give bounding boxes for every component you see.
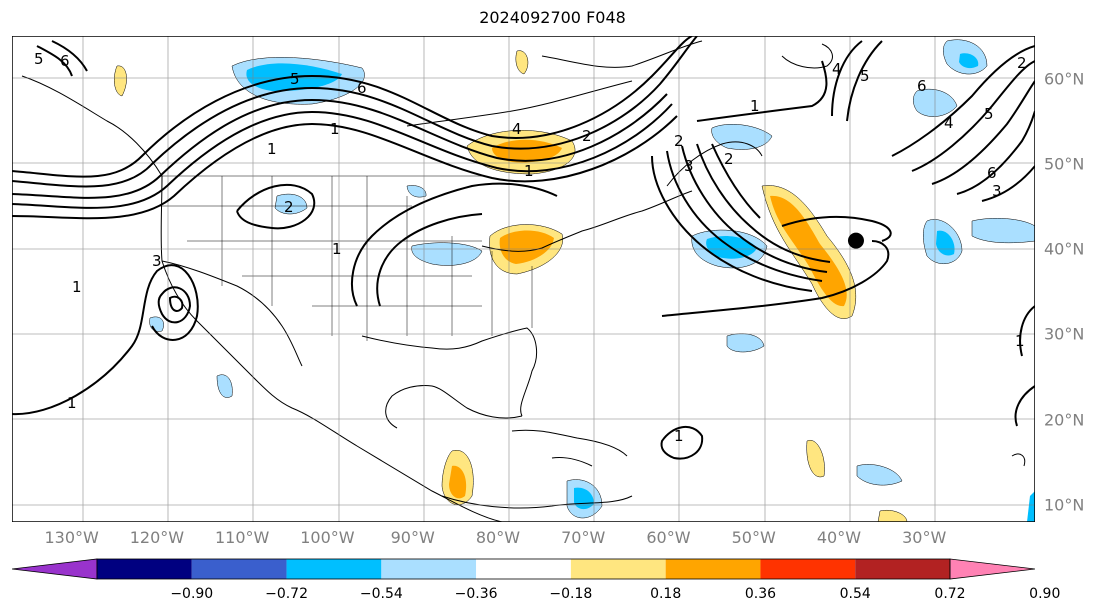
shading-blue <box>274 193 308 215</box>
contour-label: 3 <box>684 157 694 175</box>
contour-label: 6 <box>60 52 70 70</box>
coastlines <box>21 40 1026 522</box>
contour-label: 1 <box>524 162 534 180</box>
shading-yellow <box>877 510 908 522</box>
graticule <box>12 36 1035 522</box>
contour-label: 1 <box>67 394 77 412</box>
storm-center-marker <box>847 232 864 249</box>
lat-tick-label: 50°N <box>1044 154 1085 174</box>
shading-blue <box>406 185 427 198</box>
lon-tick-label: 30°W <box>902 528 947 547</box>
contour-label: 5 <box>860 67 870 85</box>
contour-label: 5 <box>984 105 994 123</box>
lon-tick-label: 110°W <box>214 528 270 547</box>
lon-tick-label: 100°W <box>300 528 355 547</box>
contour-labels: 5 6 5 6 1 1 2 3 4 2 1 1 1 1 2 3 4 5 6 1 … <box>34 50 1027 445</box>
colorbar-segment <box>191 559 287 579</box>
lon-tick-label: 130°W <box>44 528 99 547</box>
colorbar <box>12 558 1035 580</box>
shading-blue <box>971 218 1035 244</box>
colorbar-segment <box>476 559 571 579</box>
contour-label: 2 <box>284 198 294 216</box>
colorbar-segment <box>665 559 761 579</box>
colorbar-extend-low <box>12 558 98 580</box>
contour-label: 2 <box>724 150 734 168</box>
colorbar-segment <box>381 559 477 579</box>
contour-label: 1 <box>330 120 340 138</box>
lon-tick-label: 80°W <box>475 528 521 547</box>
lat-tick-label: 10°N <box>1044 495 1085 515</box>
contour-label: 2 <box>674 132 684 150</box>
contour-label: 1 <box>1015 332 1025 350</box>
lat-tick-label: 20°N <box>1044 410 1085 430</box>
colorbar-segment <box>286 559 382 579</box>
lon-tick-label: 70°W <box>561 528 606 547</box>
colorbar-tick-label: 0.18 <box>650 586 682 602</box>
shading-yellow <box>515 50 529 75</box>
contour-label: 1 <box>332 240 342 258</box>
lon-tick-label: 50°W <box>731 528 776 547</box>
contour-label: 5 <box>290 70 300 88</box>
colorbar-segment <box>760 559 856 579</box>
shading-blue <box>411 242 483 266</box>
contour-label: 2 <box>1017 54 1027 72</box>
map-title: 2024092700 F048 <box>479 8 626 27</box>
colorbar-tick-label: 0.36 <box>744 586 777 602</box>
lon-tick-label: 120°W <box>129 528 185 547</box>
colorbar-tick-label: 0.54 <box>839 586 871 602</box>
contour-label: 6 <box>357 79 367 97</box>
colorbar-tick-label: 0.90 <box>1029 586 1061 602</box>
contour-label: 1 <box>72 278 82 296</box>
shading-cyan <box>959 53 979 69</box>
colorbar-tick-label: 0.72 <box>934 586 966 602</box>
shading-yellow <box>806 440 825 478</box>
contour-label: 4 <box>944 114 954 132</box>
map-panel: 5 6 5 6 1 1 2 3 4 2 1 1 1 1 2 3 4 5 6 1 … <box>12 36 1035 522</box>
colorbar-tick-label: −0.72 <box>265 586 308 602</box>
contour-label: 1 <box>674 427 684 445</box>
contour-label: 3 <box>152 252 162 270</box>
colorbar-extend-high <box>949 558 1035 580</box>
lon-tick-label: 60°W <box>646 528 691 547</box>
colorbar-tick-label: −0.90 <box>170 586 214 602</box>
shading-orange <box>449 465 467 499</box>
contour-label: 5 <box>34 50 44 68</box>
shading-blue <box>216 374 233 398</box>
contour-label: 2 <box>582 127 592 145</box>
lat-tick-label: 30°N <box>1044 324 1085 344</box>
colorbar-tick-label: −0.36 <box>454 586 498 602</box>
contour-label: 4 <box>512 120 522 138</box>
lat-tick-label: 60°N <box>1044 69 1085 89</box>
contours <box>12 36 1035 460</box>
lon-tick-label: 90°W <box>390 528 435 547</box>
shading-blue <box>1027 491 1035 522</box>
shading-orange <box>499 230 554 264</box>
contour-label: 4 <box>832 60 842 78</box>
lat-tick-label: 40°N <box>1044 239 1085 259</box>
contour-label: 1 <box>750 97 760 115</box>
contour-label: 6 <box>917 77 927 95</box>
shading-orange <box>492 139 562 163</box>
state-borders <box>160 175 533 341</box>
colorbar-tick-label: −0.54 <box>359 586 403 602</box>
colorbar-segment <box>570 559 666 579</box>
lon-tick-label: 40°W <box>816 528 862 547</box>
colorbar-segment <box>97 559 192 579</box>
contour-label: 3 <box>992 182 1002 200</box>
contour-label: 6 <box>987 164 997 182</box>
colorbar-segment <box>855 559 950 579</box>
contour-label: 1 <box>267 140 277 158</box>
shading-blue <box>856 464 903 486</box>
shading-yellow <box>114 65 127 97</box>
colorbar-tick-label: −0.18 <box>549 586 593 602</box>
